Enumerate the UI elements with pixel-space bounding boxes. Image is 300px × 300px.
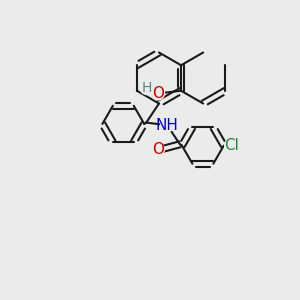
Circle shape (151, 87, 164, 100)
Circle shape (225, 139, 238, 152)
Circle shape (140, 81, 153, 94)
Circle shape (160, 118, 174, 132)
Circle shape (151, 143, 164, 156)
Text: Cl: Cl (224, 138, 239, 153)
Text: NH: NH (156, 118, 178, 133)
Text: O: O (152, 142, 164, 157)
Text: O: O (152, 86, 164, 101)
Text: H: H (142, 81, 152, 95)
